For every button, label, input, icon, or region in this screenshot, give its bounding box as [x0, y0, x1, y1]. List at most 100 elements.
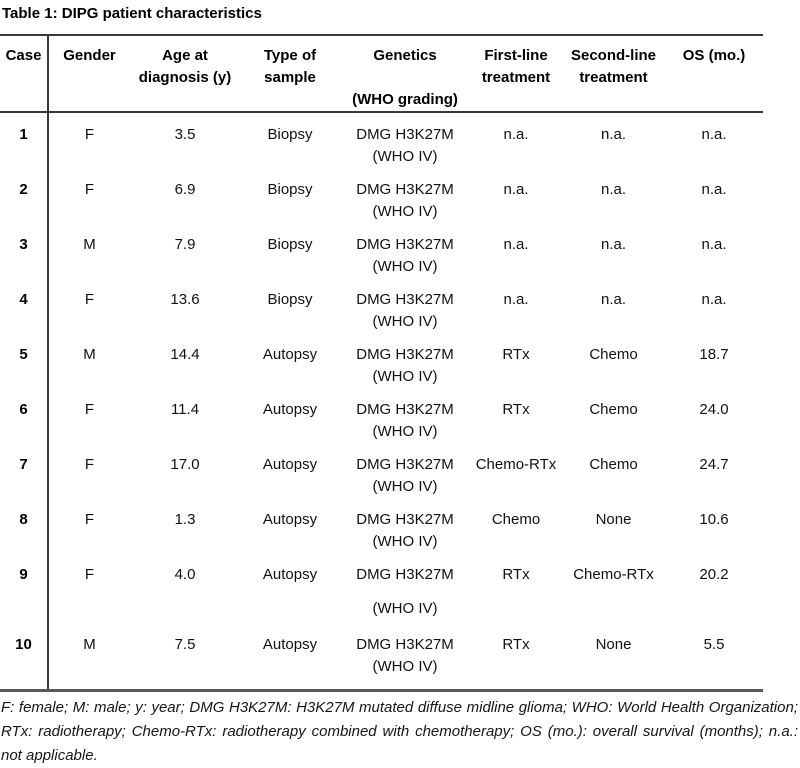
cell-value: 10.6 — [699, 511, 729, 528]
header-line: Age at — [162, 47, 208, 64]
header-line: treatment — [481, 69, 551, 86]
column-header-first: First-line treatment — [470, 35, 562, 112]
cell-value: M — [83, 636, 96, 653]
cell-genetics: DMG H3K27M (WHO IV) — [340, 443, 470, 498]
cell-value: DMG H3K27M — [356, 236, 454, 253]
cell-os: 20.2 — [665, 553, 763, 623]
cell-os: 10.6 — [665, 498, 763, 553]
cell-who-grading: (WHO IV) — [372, 600, 438, 617]
column-header-age: Age at diagnosis (y) — [130, 35, 240, 112]
cell-second: Chemo — [562, 443, 665, 498]
cell-case: 3 — [0, 223, 49, 278]
cell-value: DMG H3K27M — [356, 291, 454, 308]
cell-gender: F — [48, 443, 130, 498]
cell-value: 4 — [19, 291, 28, 308]
cell-value: DMG H3K27M — [356, 126, 454, 143]
cell-age: 7.5 — [130, 623, 240, 690]
table-row: 6 F 11.4 Autopsy DMG H3K27M (WHO IV) RTx Chemo 2… — [0, 388, 763, 443]
cell-second: n.a. — [562, 112, 665, 168]
cell-sample: Biopsy — [240, 112, 340, 168]
cell-sample: Autopsy — [240, 443, 340, 498]
cell-value: 6 — [19, 401, 28, 418]
cell-case: 5 — [0, 333, 49, 388]
cell-value: 5.5 — [703, 636, 725, 653]
cell-value: 2 — [19, 181, 28, 198]
table-row: 9 F 4.0 Autopsy DMG H3K27M (WHO IV) RTx Chemo-R… — [0, 553, 763, 623]
cell-second: n.a. — [562, 278, 665, 333]
header-line: diagnosis (y) — [138, 69, 232, 86]
cell-value: Chemo — [491, 511, 541, 528]
cell-sample: Biopsy — [240, 278, 340, 333]
cell-value: 10 — [15, 636, 32, 653]
cell-os: n.a. — [665, 223, 763, 278]
header-line — [340, 67, 470, 89]
table-row: 7 F 17.0 Autopsy DMG H3K27M (WHO IV) Chemo-RTx… — [0, 443, 763, 498]
cell-age: 6.9 — [130, 168, 240, 223]
cell-value: n.a. — [701, 291, 727, 308]
cell-value: 20.2 — [699, 566, 729, 583]
cell-value: F — [84, 126, 95, 143]
cell-value: 3 — [19, 236, 28, 253]
cell-value: F — [84, 456, 95, 473]
cell-gender: F — [48, 553, 130, 623]
cell-second: None — [562, 498, 665, 553]
column-header-genetics: Genetics (WHO grading) — [340, 35, 470, 112]
cell-value: Biopsy — [267, 291, 313, 308]
header-line: Genetics — [373, 47, 437, 64]
table-row: 4 F 13.6 Biopsy DMG H3K27M (WHO IV) n.a. n.a. n.… — [0, 278, 763, 333]
cell-value: RTx — [502, 401, 530, 418]
cell-second: n.a. — [562, 168, 665, 223]
cell-second: n.a. — [562, 223, 665, 278]
cell-value: Chemo — [589, 401, 638, 418]
cell-sample: Autopsy — [240, 498, 340, 553]
cell-os: 5.5 — [665, 623, 763, 690]
cell-first: n.a. — [470, 223, 562, 278]
cell-value: None — [595, 511, 632, 528]
cell-value: DMG H3K27M — [356, 456, 454, 473]
cell-value: n.a. — [701, 236, 727, 253]
table-title: Table 1: DIPG patient characteristics — [2, 5, 262, 22]
cell-value: DMG H3K27M — [356, 511, 454, 528]
cell-value: Autopsy — [262, 456, 318, 473]
header-line: sample — [264, 69, 316, 86]
cell-age: 1.3 — [130, 498, 240, 553]
cell-value: 24.7 — [699, 456, 729, 473]
cell-age: 3.5 — [130, 112, 240, 168]
cell-genetics: DMG H3K27M (WHO IV) — [340, 278, 470, 333]
cell-first: RTx — [470, 333, 562, 388]
header-line: Gender — [63, 47, 116, 64]
table-row: 3 M 7.9 Biopsy DMG H3K27M (WHO IV) n.a. n.a. n.a… — [0, 223, 763, 278]
cell-value: DMG H3K27M — [356, 636, 454, 653]
cell-gender: F — [48, 498, 130, 553]
column-header-sample: Type of sample — [240, 35, 340, 112]
cell-first: RTx — [470, 553, 562, 623]
cell-value: 7 — [19, 456, 28, 473]
table-body: 1 F 3.5 Biopsy DMG H3K27M (WHO IV) n.a. n.a. n.a… — [0, 112, 763, 690]
cell-genetics: DMG H3K27M (WHO IV) — [340, 333, 470, 388]
cell-value: M — [83, 236, 96, 253]
cell-value: 24.0 — [699, 401, 729, 418]
cell-value: Biopsy — [267, 236, 313, 253]
cell-case: 6 — [0, 388, 49, 443]
table-row: 10 M 7.5 Autopsy DMG H3K27M (WHO IV) RTx None 5.… — [0, 623, 763, 690]
cell-value: Autopsy — [262, 636, 318, 653]
cell-os: n.a. — [665, 112, 763, 168]
header-line: Second-line — [570, 47, 656, 64]
cell-value: F — [84, 401, 95, 418]
cell-value: Chemo-RTx — [573, 566, 654, 583]
cell-gender: F — [48, 278, 130, 333]
cell-first: n.a. — [470, 168, 562, 223]
patient-characteristics-table: Case Gender Age at diagnosis (y) Type of samp… — [0, 34, 763, 692]
cell-age: 17.0 — [130, 443, 240, 498]
column-header-case: Case — [0, 35, 49, 112]
cell-value: F — [84, 566, 95, 583]
cell-value: DMG H3K27M — [356, 401, 454, 418]
cell-genetics: DMG H3K27M (WHO IV) — [340, 498, 470, 553]
cell-value: Biopsy — [267, 126, 313, 143]
cell-age: 7.9 — [130, 223, 240, 278]
cell-value: DMG H3K27M — [356, 346, 454, 363]
cell-value: 11.4 — [170, 401, 200, 418]
cell-value: Chemo-RTx — [475, 456, 557, 473]
column-header-second: Second-line treatment — [562, 35, 665, 112]
cell-genetics: DMG H3K27M (WHO IV) — [340, 223, 470, 278]
